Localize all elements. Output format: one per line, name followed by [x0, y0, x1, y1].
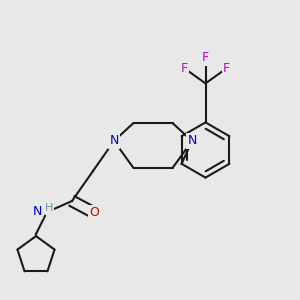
Text: N: N — [109, 134, 119, 148]
Text: N: N — [33, 205, 42, 218]
Text: F: F — [181, 62, 188, 75]
Text: H: H — [45, 202, 53, 213]
Text: F: F — [223, 62, 230, 75]
Text: N: N — [187, 134, 197, 148]
Text: O: O — [90, 206, 99, 220]
Text: F: F — [202, 51, 209, 64]
